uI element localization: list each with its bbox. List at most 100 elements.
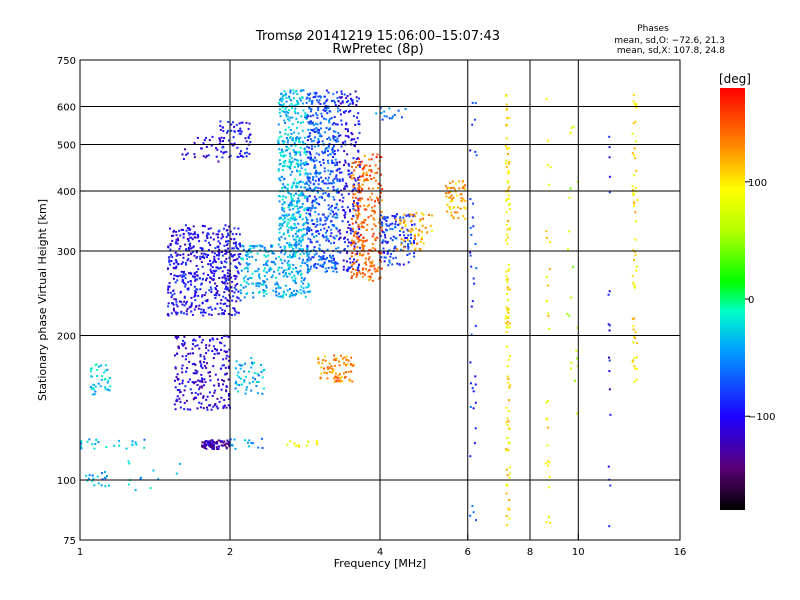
- data-point: [222, 358, 225, 361]
- data-point: [218, 143, 221, 145]
- data-point: [350, 370, 353, 373]
- data-point: [281, 110, 284, 112]
- data-point: [359, 253, 361, 256]
- data-point: [208, 281, 211, 284]
- data-point: [315, 440, 318, 443]
- data-point: [303, 208, 306, 211]
- data-point: [607, 323, 610, 326]
- data-point: [314, 171, 317, 174]
- data-point: [379, 260, 382, 263]
- data-point: [506, 293, 509, 295]
- data-point: [608, 191, 611, 194]
- data-point: [265, 292, 268, 295]
- data-point: [312, 158, 315, 161]
- data-point: [282, 221, 285, 224]
- data-point: [331, 123, 334, 126]
- data-point: [224, 274, 227, 277]
- data-point: [506, 474, 509, 477]
- data-point: [231, 444, 234, 447]
- data-point: [289, 136, 292, 139]
- data-point: [196, 384, 199, 386]
- data-point: [325, 127, 328, 129]
- data-point: [335, 267, 338, 270]
- data-point: [368, 256, 371, 259]
- data-point: [380, 226, 383, 229]
- data-point: [326, 187, 329, 189]
- data-point: [171, 256, 174, 259]
- data-point: [282, 169, 284, 171]
- data-point: [282, 103, 285, 106]
- data-point: [285, 110, 288, 113]
- data-point: [319, 223, 322, 226]
- data-point: [167, 288, 170, 291]
- data-point: [215, 446, 218, 449]
- data-point: [338, 178, 341, 181]
- data-point: [346, 231, 348, 234]
- data-point: [260, 364, 262, 366]
- data-point: [198, 386, 201, 389]
- data-point: [505, 345, 508, 348]
- data-point: [203, 364, 206, 367]
- data-point: [233, 125, 236, 128]
- data-point: [470, 265, 473, 268]
- data-point: [464, 199, 467, 202]
- data-point: [309, 214, 312, 217]
- data-point: [248, 133, 251, 136]
- data-point: [223, 440, 226, 443]
- data-point: [197, 393, 200, 396]
- data-point: [386, 252, 389, 255]
- data-point: [328, 110, 331, 113]
- data-point: [201, 381, 204, 384]
- data-point: [205, 155, 208, 157]
- data-point: [348, 223, 351, 226]
- data-point: [308, 97, 311, 100]
- data-point: [359, 197, 362, 200]
- data-point: [227, 300, 230, 302]
- data-point: [361, 187, 364, 190]
- data-point: [214, 247, 217, 250]
- data-point: [316, 240, 319, 243]
- data-point: [180, 311, 183, 314]
- data-point: [219, 140, 222, 143]
- data-point: [245, 155, 248, 158]
- data-point: [288, 244, 291, 246]
- data-point: [506, 417, 509, 420]
- data-point: [364, 267, 367, 270]
- data-point: [210, 313, 213, 316]
- y-tick-label: 750: [57, 56, 76, 67]
- data-point: [205, 234, 208, 237]
- data-point: [506, 323, 509, 326]
- data-point: [316, 141, 319, 144]
- data-point: [219, 242, 221, 245]
- data-point: [179, 234, 182, 237]
- data-point: [381, 216, 384, 219]
- data-point: [608, 388, 611, 391]
- data-point: [173, 403, 176, 406]
- data-point: [371, 192, 373, 195]
- data-point: [262, 291, 265, 294]
- data-point: [365, 208, 368, 211]
- data-point: [346, 270, 349, 273]
- data-point: [390, 253, 393, 255]
- data-point: [284, 186, 287, 189]
- data-point: [281, 186, 284, 189]
- data-point: [94, 443, 97, 446]
- data-point: [191, 251, 194, 254]
- data-point: [171, 234, 173, 237]
- data-point: [190, 272, 193, 275]
- data-point: [572, 265, 575, 268]
- data-point: [355, 96, 358, 99]
- data-point: [282, 195, 285, 198]
- data-point: [341, 178, 344, 181]
- data-point: [257, 374, 260, 377]
- data-point: [299, 153, 302, 156]
- data-point: [217, 439, 220, 442]
- data-point: [631, 275, 634, 278]
- data-point: [233, 227, 236, 230]
- data-point: [352, 261, 355, 264]
- data-point: [250, 277, 253, 280]
- data-point: [202, 314, 205, 317]
- data-point: [300, 280, 303, 283]
- data-point: [245, 251, 248, 254]
- data-point: [350, 363, 353, 366]
